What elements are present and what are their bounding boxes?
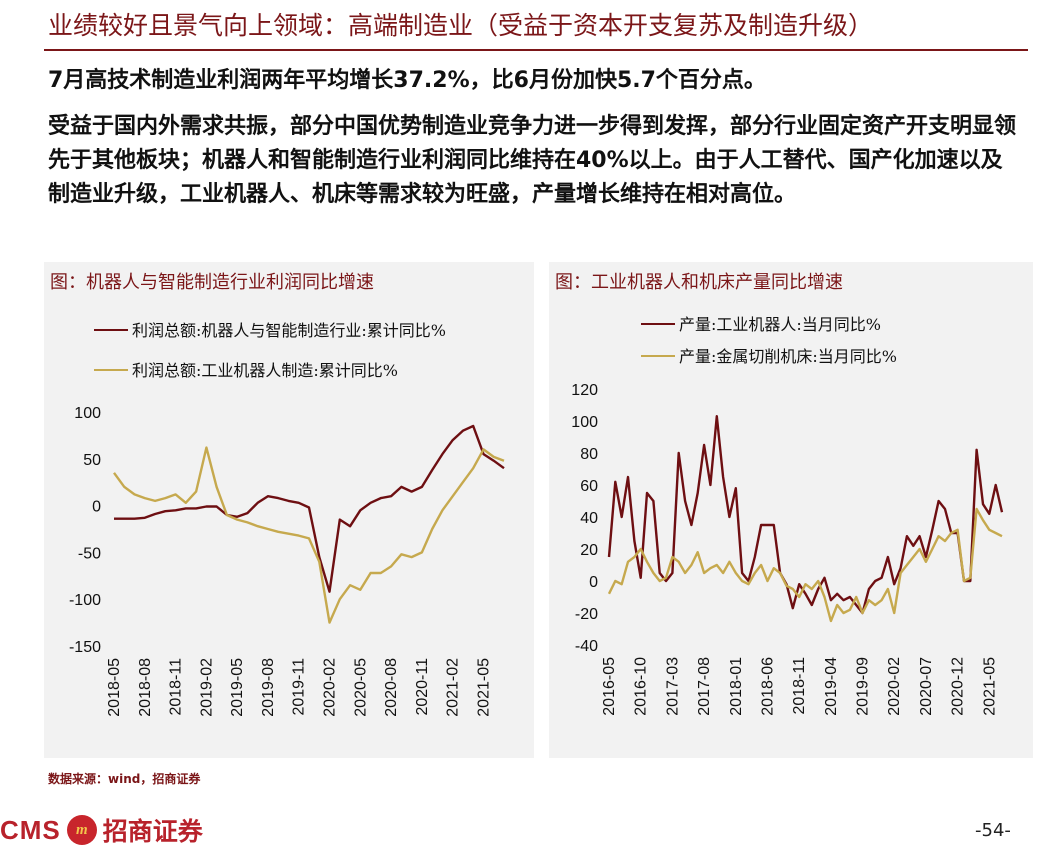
page-number: -54- [975,820,1011,841]
lead-sentence: 7月高技术制造业利润两年平均增长37.2%，比6月份加快5.7个百分点。 [48,68,766,93]
company-logo: CMS m 招商证券 [0,812,203,848]
title-divider [44,49,1028,51]
y-tick-label: 0 [589,574,598,591]
x-tick-label: 2019-08 [260,658,277,717]
y-tick-label: 120 [571,382,598,399]
x-tick-label: 2018-08 [137,658,154,717]
chart-title-profit: 图：机器人与智能制造行业利润同比增速 [50,272,374,293]
y-tick-label: -100 [69,592,101,609]
x-tick-label: 2021-02 [445,658,462,717]
x-tick-label: 2020-05 [352,658,369,717]
y-tick-label: -150 [69,639,101,656]
y-tick-label: 40 [580,510,598,527]
chart-profit: 利润总额:机器人与智能制造行业:累计同比% 利润总额:工业机器人制造:累计同比% 1… [69,321,505,717]
page-title: 业绩较好且景气向上领域：高端制造业（受益于资本开支复苏及制造升级） [48,11,874,40]
y-tick-label: 0 [92,499,101,516]
x-tick-label: 2020-11 [414,658,431,716]
chart-panel-profit: 图：机器人与智能制造行业利润同比增速 利润总额:机器人与智能制造行业:累计同比%… [44,262,534,758]
x-tick-label: 2018-11 [791,657,808,715]
x-tick-label: 2016-10 [633,657,650,716]
y-tick-label: -50 [78,545,101,562]
y-tick-label: 60 [580,478,598,495]
x-tick-label: 2018-06 [759,657,776,716]
x-tick-label: 2019-11 [291,658,308,716]
logo-emblem-icon: m [66,815,97,845]
legend-label-1: 利润总额:机器人与智能制造行业:累计同比% [132,321,446,340]
x-tick-label: 2019-02 [198,658,215,717]
series-line-2 [607,507,1003,623]
x-tick-label: 2019-04 [823,657,840,716]
x-tick-label: 2020-08 [383,658,400,717]
x-tick-label: 2021-05 [475,658,492,717]
logo-chinese: 招商证券 [102,817,203,846]
series-line-1 [607,415,1004,615]
legend-label-1: 产量:工业机器人:当月同比% [679,315,881,334]
y-tick-label: 80 [580,446,598,463]
x-tick-label: 2019-09 [855,657,872,716]
legend-label-2: 利润总额:工业机器人制造:累计同比% [132,361,398,380]
x-tick-label: 2018-11 [168,658,185,716]
x-tick-label: 2017-08 [696,657,713,716]
legend-label-2: 产量:金属切削机床:当月同比% [679,347,897,366]
series-line-2 [113,446,505,624]
x-tick-label: 2016-05 [601,657,618,716]
data-source-note: 数据来源：wind，招商证券 [48,772,201,786]
x-tick-label: 2018-01 [728,657,745,716]
chart-panel-output: 图：工业机器人和机床产量同比增速 产量:工业机器人:当月同比% 产量:金属切削机床… [549,262,1033,758]
y-tick-label: 20 [580,542,598,559]
y-tick-label: -40 [575,638,598,655]
y-tick-label: -20 [575,606,598,623]
y-tick-label: 100 [74,405,101,422]
chart-output: 产量:工业机器人:当月同比% 产量:金属切削机床:当月同比% 120 100 80 60 4… [571,315,1004,716]
y-tick-label: 100 [571,414,598,431]
y-tick-label: 50 [83,452,101,469]
chart-title-output: 图：工业机器人和机床产量同比增速 [555,272,843,293]
x-tick-label: 2020-12 [950,657,967,716]
x-tick-label: 2018-05 [106,658,123,717]
body-paragraph: 受益于国内外需求共振，部分中国优势制造业竞争力进一步得到发挥，部分行业固定资产开… [48,114,1017,207]
series-line-1 [114,424,505,593]
x-tick-label: 2020-07 [918,657,935,716]
x-tick-label: 2020-02 [886,657,903,716]
x-tick-label: 2021-05 [981,657,998,716]
x-tick-label: 2017-03 [664,657,681,716]
x-tick-label: 2020-02 [322,658,339,717]
x-tick-label: 2019-05 [229,658,246,717]
logo-latin: CMS [0,814,61,845]
